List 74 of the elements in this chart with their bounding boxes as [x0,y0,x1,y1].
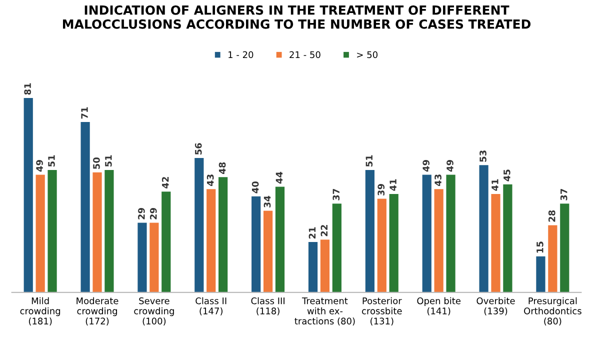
bar [377,198,386,292]
bar [138,222,147,292]
data-label: 56 [194,143,202,154]
x-tick-label: Class II (147) [196,297,226,316]
legend-label: 21 - 50 [290,51,320,58]
data-label: 51 [48,155,55,167]
bar [104,170,114,292]
data-label: 39 [378,184,385,196]
bar [263,210,273,292]
bar [24,98,33,292]
bar [36,174,45,292]
data-label: 51 [105,155,112,167]
data-label: 21 [308,227,316,238]
bar [80,122,90,292]
data-label: 29 [138,208,145,220]
bar [548,225,558,292]
data-label: 49 [36,160,43,172]
bar [536,256,546,292]
bar [150,222,159,292]
bar [92,172,102,292]
data-label: 48 [218,162,226,174]
bar [434,189,444,292]
legend-label: > 50 [357,51,378,58]
x-tick-label: Posterior crossbite (131) [362,297,402,326]
x-tick-label: Class III (118) [251,297,284,316]
data-label: 44 [276,172,282,184]
data-label: 15 [536,242,544,253]
data-label: 41 [390,179,396,191]
data-label: 28 [548,210,556,222]
data-label: 22 [320,225,328,236]
bar [491,194,500,292]
bar [320,240,330,292]
bar [206,189,216,292]
data-label: 45 [504,170,510,182]
data-label: 40 [252,181,259,194]
bar [194,158,204,292]
data-label: 37 [560,188,568,200]
bar [308,242,318,292]
data-label: 51 [366,155,373,167]
x-tick-label: Open bite (141) [417,297,460,316]
data-label: 42 [162,177,169,188]
data-label: 71 [81,107,88,119]
data-label: 34 [264,196,271,208]
bar [218,177,228,292]
data-label: 49 [422,160,430,172]
x-tick-label: Severe crowding (100) [134,297,174,326]
legend-label: 1 - 20 [228,51,254,58]
data-label: 81 [24,83,31,95]
chart-title: INDICATION OF ALIGNERS IN THE TREATMENT OF DIFFERENT MALOCCLUSIONS ACCORDING TO THE NUMBER OF CASES TREATED [62,5,530,29]
data-label: 37 [332,188,340,200]
bar [479,165,488,292]
bar [48,170,57,292]
bar [446,174,456,292]
bar [503,184,512,292]
x-tick-label: Overbite (139) [476,297,515,316]
bar [332,204,342,292]
data-label: 49 [446,160,454,172]
data-label: 43 [206,174,214,186]
bar [275,186,285,292]
data-label: 53 [480,150,486,162]
data-label: 29 [150,208,157,220]
data-label: 50 [93,157,100,169]
x-tick-label: Presurgical Orthodontics (80) [524,297,582,326]
x-tick-label: Treatment with ex- tractions (80) [294,298,355,326]
data-label: 43 [434,174,442,186]
bar [252,196,261,292]
bar [365,170,374,292]
bar [389,194,398,292]
bar [162,192,171,292]
x-tick-label: Mild crowding (181) [20,297,60,326]
x-tick-label: Moderate crowding (172) [76,297,118,326]
data-label: 41 [492,179,498,191]
bar [560,204,570,292]
bar [422,174,432,292]
